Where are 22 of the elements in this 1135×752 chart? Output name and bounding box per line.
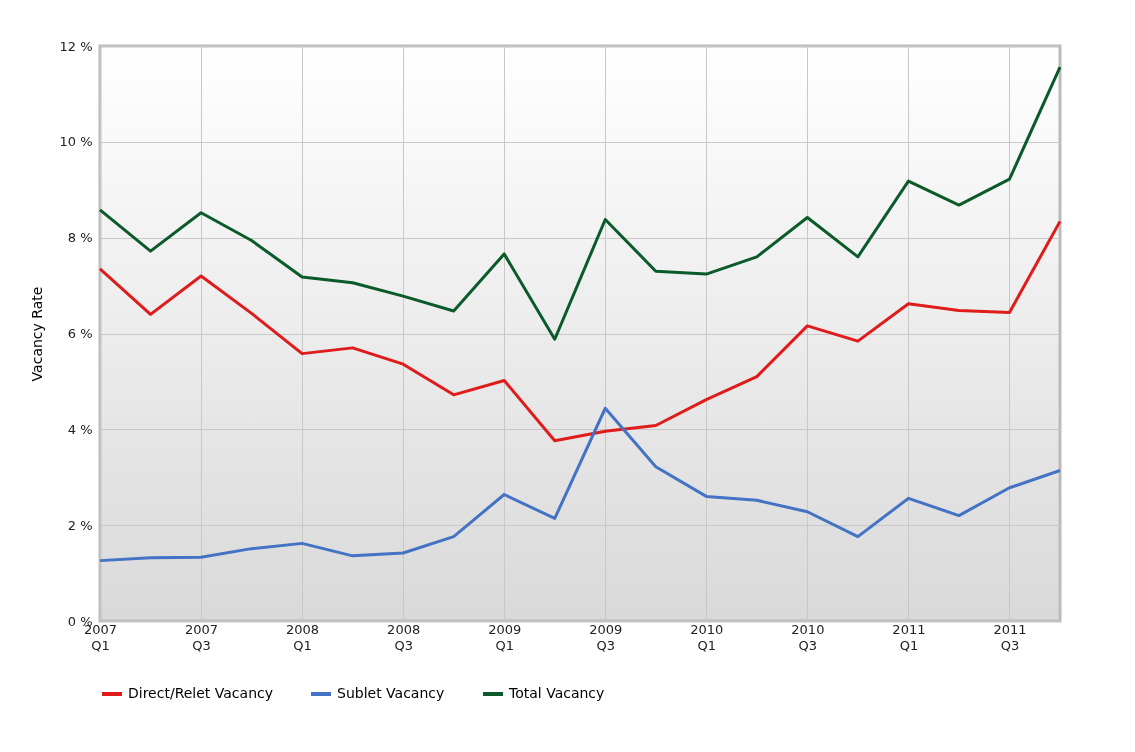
x-tick-label: 2010 Q3 [791, 621, 825, 653]
x-tick-label: 2009 Q3 [589, 621, 623, 653]
y-axis-title: Vacancy Rate [29, 286, 46, 382]
x-tick-label: 2010 Q1 [690, 621, 724, 653]
y-tick-label: 8 % [67, 230, 93, 246]
line-series [98, 65, 1062, 341]
y-tick-label: 12 % [59, 38, 93, 54]
x-tick-label: 2007 Q3 [185, 621, 219, 653]
line-series [98, 406, 1062, 563]
y-tick-label: 6 % [67, 326, 93, 341]
x-tick-label: 2009 Q1 [488, 621, 522, 653]
legend-label: Sublet Vacancy [337, 685, 445, 701]
y-tick-label: 4 % [67, 421, 93, 437]
x-tick-label: 2011 Q3 [993, 621, 1027, 653]
x-tick-label: 2011 Q1 [892, 621, 926, 653]
x-tick-label: 2008 Q1 [286, 621, 320, 653]
y-tick-label: 2 % [67, 517, 93, 533]
legend-label: Total Vacancy [508, 685, 605, 701]
y-tick-label: 10 % [59, 134, 93, 150]
x-tick-label: 2008 Q3 [387, 621, 421, 653]
line-series [98, 219, 1062, 443]
legend-label: Direct/Relet Vacancy [128, 685, 273, 701]
